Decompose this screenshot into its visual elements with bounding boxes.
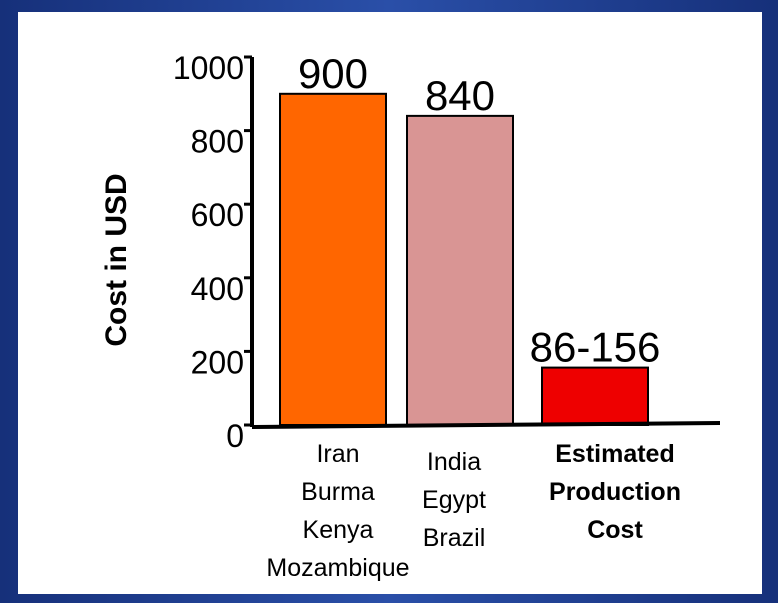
y-tick-label: 800 (191, 124, 244, 160)
bar-chart: Cost in USD 0 200 400 600 800 1000 900 840 86-1… (100, 50, 721, 582)
y-tick-label: 1000 (173, 50, 244, 86)
category-label: Estimated Production Cost (549, 440, 681, 544)
category-label-line: Cost (587, 516, 643, 544)
category-label-line: Production (549, 478, 681, 506)
x-axis-line (251, 421, 721, 429)
data-label: 86-156 (530, 324, 661, 371)
category-label-line: India (427, 448, 481, 476)
category-label-line: Egypt (422, 486, 486, 514)
bar (541, 366, 649, 427)
category-label-line: Kenya (303, 516, 374, 544)
bar (406, 114, 514, 426)
value-labels: 900 840 86-156 (298, 50, 660, 371)
category-label-line: Mozambique (266, 554, 409, 582)
category-label: Iran Burma Kenya Mozambique (266, 440, 409, 582)
bars (279, 92, 649, 427)
y-tick-label: 400 (191, 271, 244, 307)
category-label-line: Iran (316, 440, 359, 468)
category-label-line: Estimated (555, 440, 674, 468)
category-label: India Egypt Brazil (422, 448, 486, 552)
data-label: 840 (425, 72, 495, 119)
chart-panel: Cost in USD 0 200 400 600 800 1000 900 840 86-1… (18, 12, 762, 594)
category-labels: Iran Burma Kenya Mozambique India Egypt Brazil… (266, 440, 681, 582)
y-tick-label: 0 (226, 418, 244, 454)
data-label: 900 (298, 50, 368, 97)
y-tick-label: 200 (191, 344, 244, 380)
category-label-line: Burma (301, 478, 375, 506)
bar (279, 92, 387, 427)
y-tick-label: 600 (191, 197, 244, 233)
y-axis-label: Cost in USD (100, 173, 133, 346)
y-ticks: 0 200 400 600 800 1000 (173, 50, 252, 454)
category-label-line: Brazil (423, 524, 486, 552)
